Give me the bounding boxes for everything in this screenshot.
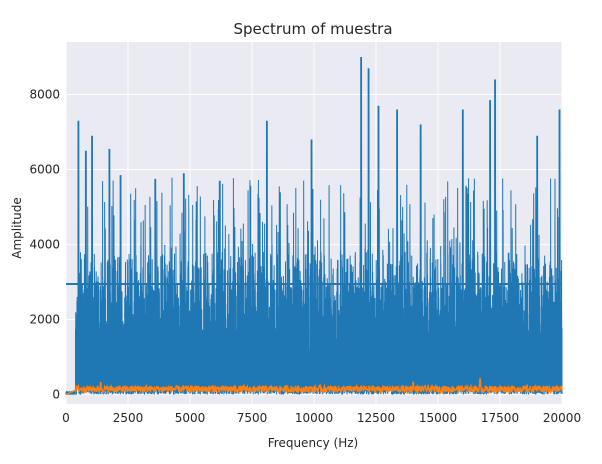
y-tick-labels: 0 2000 4000 6000 8000 [29, 88, 60, 402]
x-tick-label: 17500 [481, 411, 519, 425]
x-tick-label: 2500 [113, 411, 144, 425]
x-tick-label: 15000 [419, 411, 457, 425]
y-tick-label: 2000 [29, 313, 60, 327]
spectrum-series-blue [65, 57, 563, 395]
x-tick-label: 5000 [175, 411, 206, 425]
x-tick-label: 7500 [237, 411, 268, 425]
y-tick-label: 6000 [29, 163, 60, 177]
y-tick-label: 0 [52, 388, 60, 402]
x-tick-label: 10000 [295, 411, 333, 425]
y-axis-label: Amplitude [10, 197, 24, 259]
x-axis-label: Frequency (Hz) [268, 436, 359, 450]
y-tick-label: 8000 [29, 88, 60, 102]
chart-title: Spectrum of muestra [233, 20, 392, 38]
spectrum-series-orange [65, 378, 563, 396]
x-tick-label: 20000 [543, 411, 581, 425]
y-tick-label: 4000 [29, 238, 60, 252]
x-tick-labels: 0 2500 5000 7500 10000 12500 15000 17500 20000 [62, 411, 581, 425]
x-tick-label: 0 [62, 411, 70, 425]
x-tick-label: 12500 [357, 411, 395, 425]
series-layer [65, 57, 563, 396]
